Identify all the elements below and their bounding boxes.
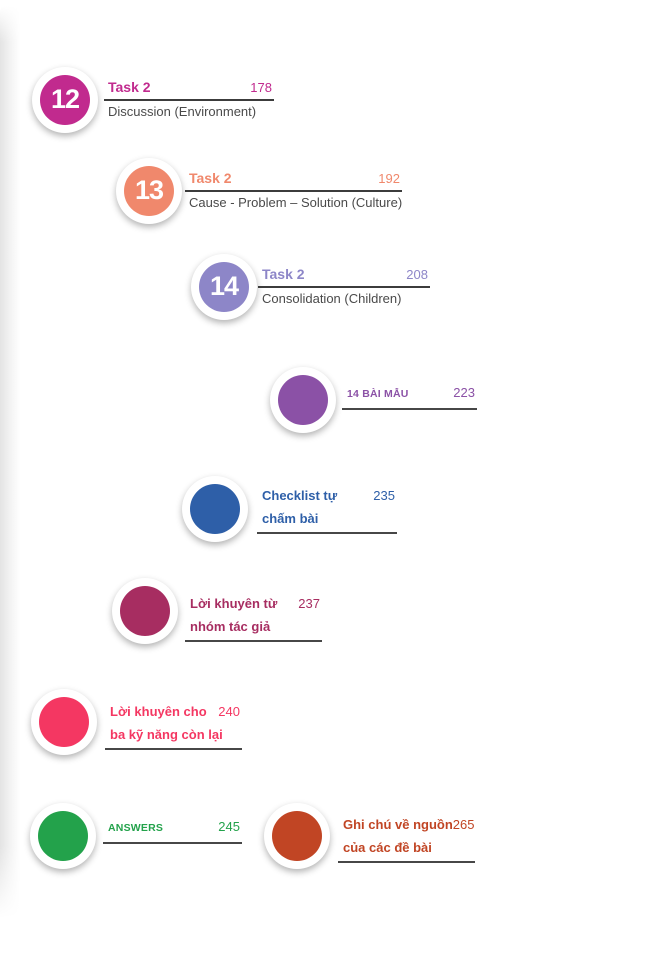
section-circle-bai-mau	[278, 375, 328, 425]
title-row: Task 2 178	[104, 79, 274, 101]
chapter-circle-12: 12	[40, 75, 90, 125]
page-number: 240	[218, 704, 240, 719]
chapter-number-12: 12	[50, 83, 80, 114]
entry-label: Lời khuyên cho	[110, 704, 207, 719]
entry-title: Task 2	[262, 266, 305, 283]
page-number: 235	[373, 488, 395, 503]
entry-label-line2: ba kỹ năng còn lại	[110, 727, 223, 742]
page-number: 237	[298, 596, 320, 611]
section-badge-answers	[30, 803, 96, 869]
divider	[105, 748, 242, 750]
page-number: 265	[452, 817, 475, 832]
section-badge-ghi-chu	[264, 803, 330, 869]
section-badge-checklist	[182, 476, 248, 542]
toc-entry-loi-khuyen-ky-nang: Lời khuyên cho 240 ba kỹ năng còn lại	[105, 700, 242, 750]
divider	[185, 640, 322, 642]
chapter-circle-13: 13	[124, 166, 174, 216]
entry-label-line2: nhóm tác giả	[190, 619, 271, 634]
title-row: Task 2 192	[185, 170, 402, 192]
page-number: 223	[453, 385, 475, 400]
label-row: 14 BÀI MẪU 223	[342, 383, 477, 406]
chapter-circle-14: 14	[199, 262, 249, 312]
entry-label: ANSWERS	[108, 822, 164, 834]
label-row: Lời khuyên từ 237	[185, 592, 322, 615]
label-row: Lời khuyên cho 240	[105, 700, 242, 723]
toc-entry-bai-mau: 14 BÀI MẪU 223	[342, 383, 477, 410]
entry-subtitle: Consolidation (Children)	[262, 290, 402, 306]
toc-entry-task-12: Task 2 178 Discussion (Environment)	[104, 79, 274, 120]
page-edge-shadow	[0, 6, 20, 918]
entry-subtitle: Discussion (Environment)	[108, 103, 257, 119]
entry-label: Checklist tự	[262, 488, 338, 503]
divider	[257, 532, 397, 534]
entry-label-line2: của các đề bài	[343, 840, 432, 855]
section-circle-checklist	[190, 484, 240, 534]
page-number: 192	[378, 171, 400, 186]
divider	[103, 842, 242, 844]
section-circle-ghi-chu	[272, 811, 322, 861]
title-row: Task 2 208	[258, 266, 430, 288]
chapter-number-14: 14	[209, 270, 239, 301]
toc-entry-ghi-chu: Ghi chú về nguồn 265 của các đề bài	[338, 813, 475, 863]
entry-label: 14 BÀI MẪU	[347, 388, 409, 400]
toc-entry-loi-khuyen-tac-gia: Lời khuyên từ 237 nhóm tác giả	[185, 592, 322, 642]
chapter-number-13: 13	[134, 174, 164, 205]
label-row: ANSWERS 245	[103, 817, 242, 840]
chapter-badge-14: 14	[191, 254, 257, 320]
entry-label: Lời khuyên từ	[190, 596, 278, 611]
section-badge-bai-mau	[270, 367, 336, 433]
section-circle-loi-khuyen-ky-nang	[39, 697, 89, 747]
divider	[342, 408, 477, 410]
page-number: 245	[218, 819, 240, 834]
section-circle-loi-khuyen-tac-gia	[120, 586, 170, 636]
divider	[338, 861, 475, 863]
entry-title: Task 2	[108, 79, 151, 96]
section-badge-loi-khuyen-tac-gia	[112, 578, 178, 644]
entry-label-line2: chấm bài	[262, 511, 319, 526]
toc-entry-task-14: Task 2 208 Consolidation (Children)	[258, 266, 430, 307]
toc-entry-task-13: Task 2 192 Cause - Problem – Solution (C…	[185, 170, 403, 211]
section-badge-loi-khuyen-ky-nang	[31, 689, 97, 755]
toc-entry-checklist: Checklist tự 235 chấm bài	[257, 484, 397, 534]
chapter-badge-12: 12	[32, 67, 98, 133]
label-row: Ghi chú về nguồn 265	[338, 813, 475, 836]
page-number: 178	[250, 80, 272, 95]
chapter-badge-13: 13	[116, 158, 182, 224]
entry-title: Task 2	[189, 170, 232, 187]
entry-label: Ghi chú về nguồn	[343, 817, 453, 832]
label-row: Checklist tự 235	[257, 484, 397, 507]
page-number: 208	[406, 267, 428, 282]
section-circle-answers	[38, 811, 88, 861]
entry-subtitle: Cause - Problem – Solution (Culture)	[189, 194, 403, 210]
toc-entry-answers: ANSWERS 245	[103, 817, 242, 844]
